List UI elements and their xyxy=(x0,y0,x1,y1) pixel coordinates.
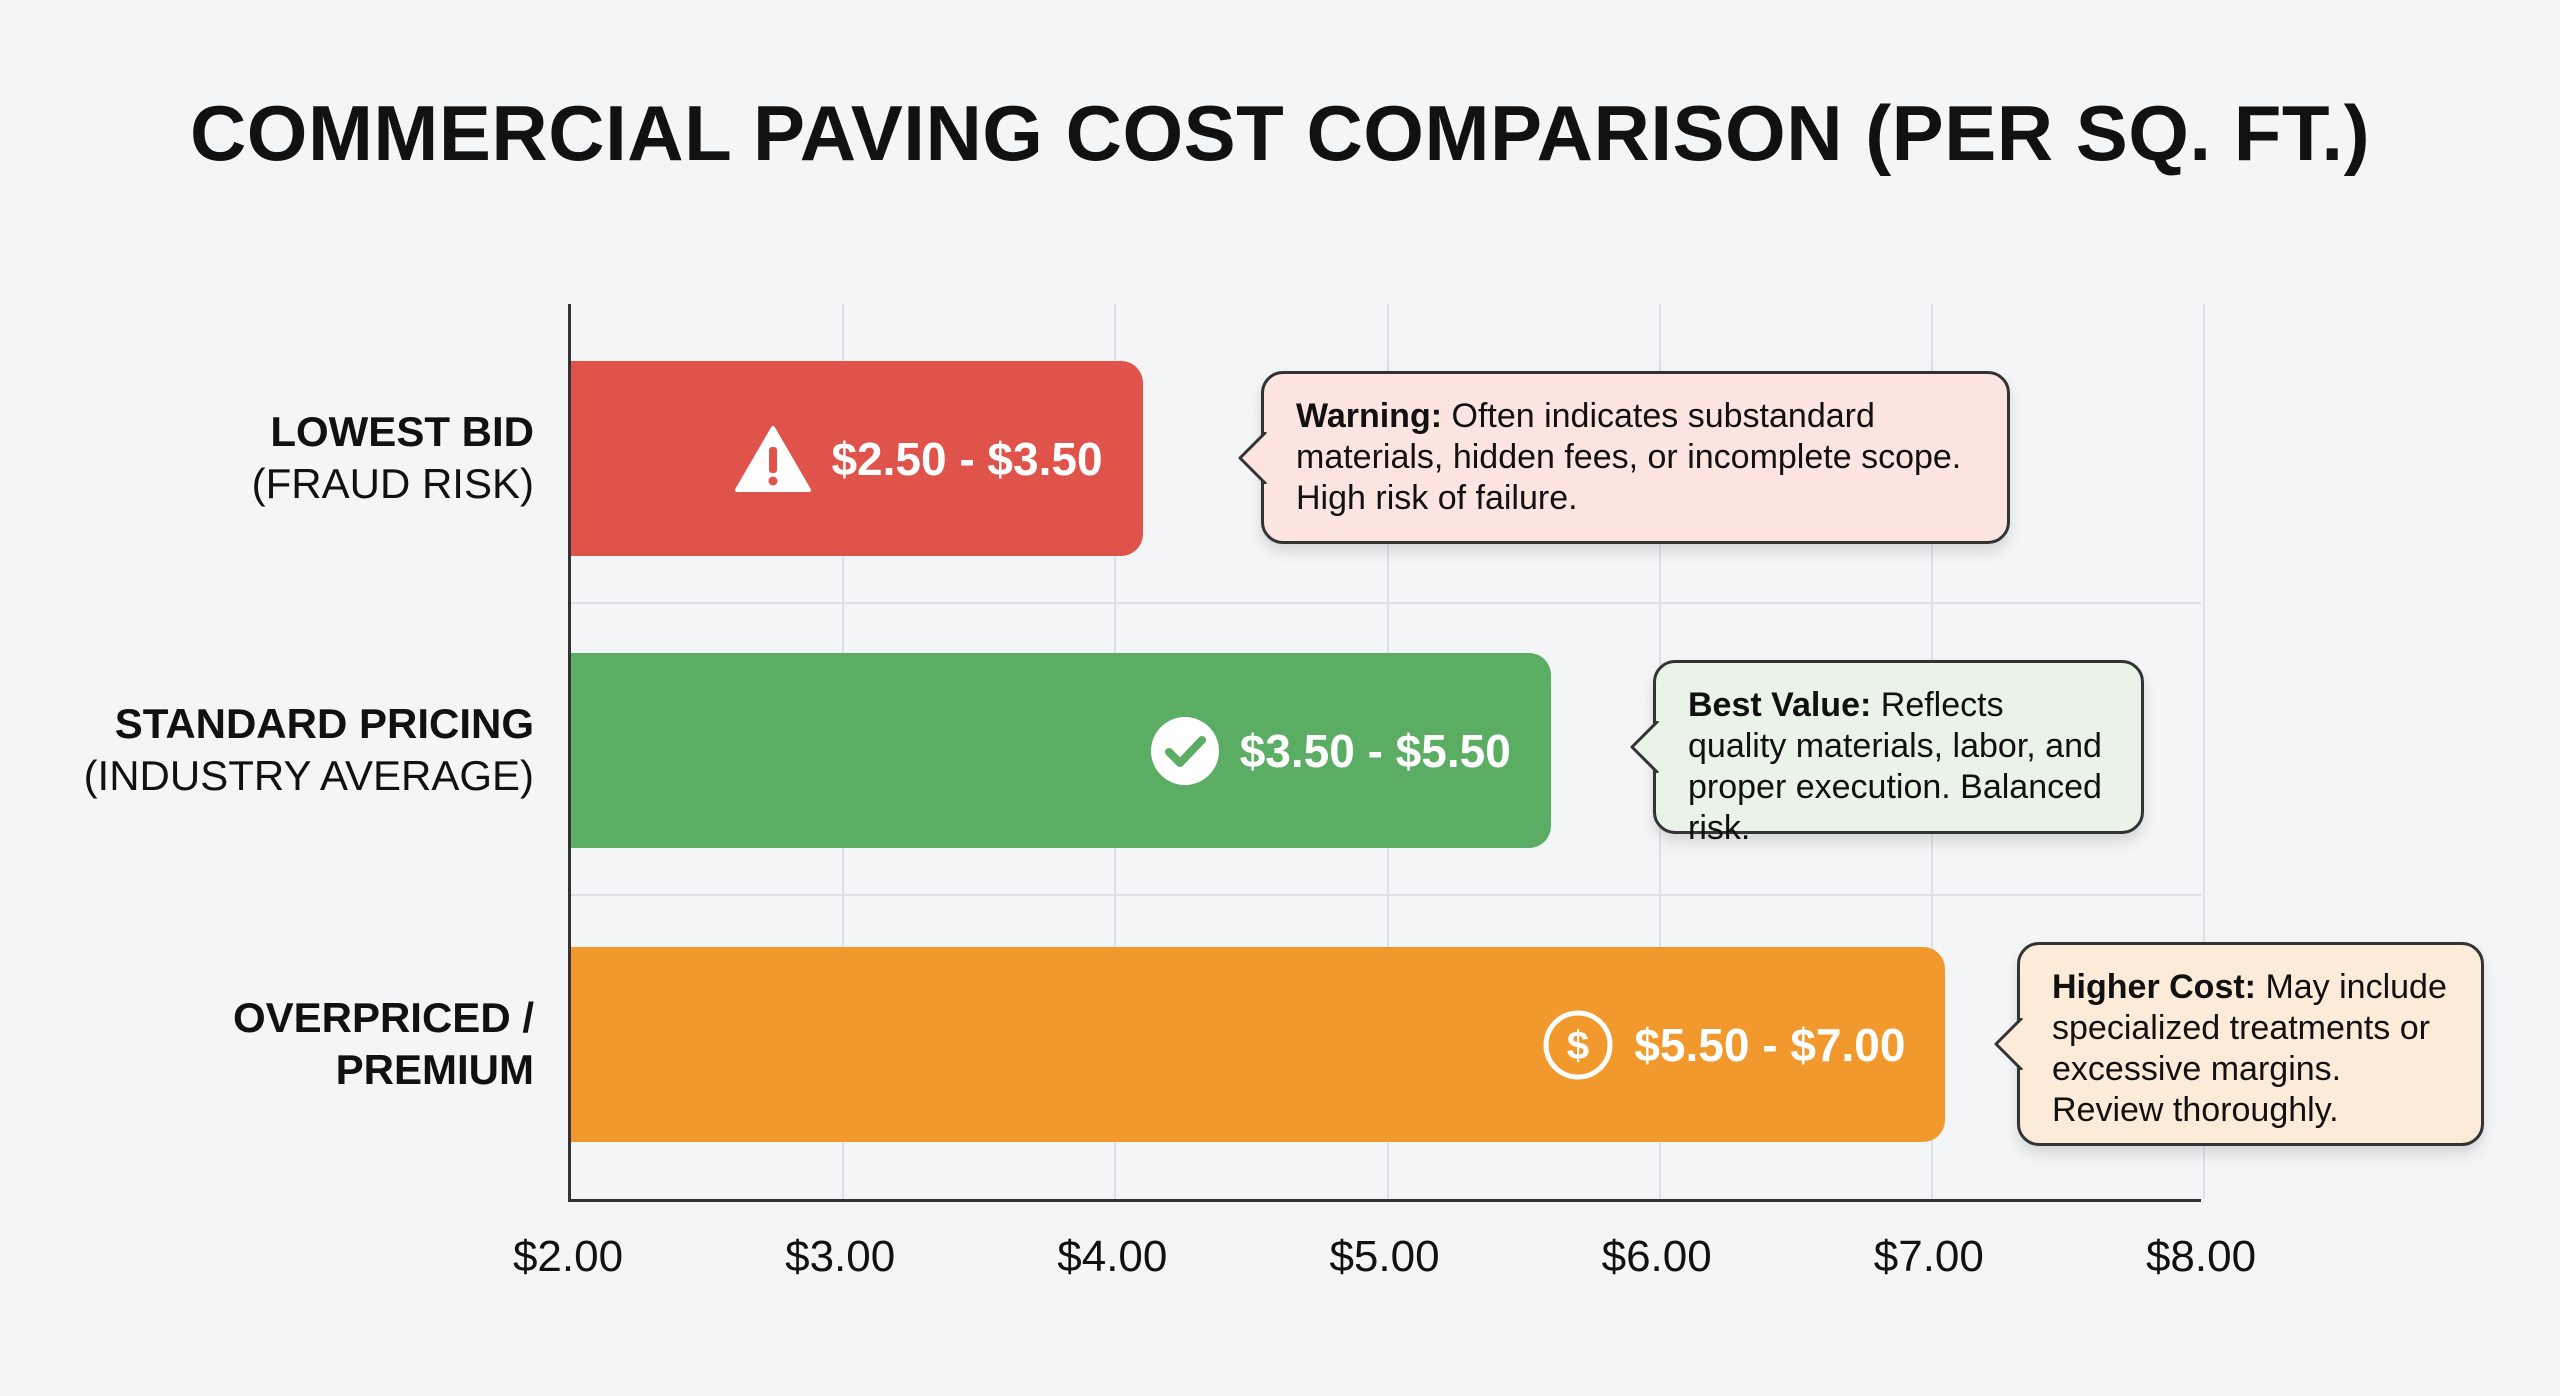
x-tick-label: $6.00 xyxy=(1601,1232,1712,1281)
check-circle-icon xyxy=(1150,716,1240,786)
callout-text: Reflects quality materials, labor, and p… xyxy=(1688,686,2102,847)
callout-text: Often indicates substandard materials, h… xyxy=(1296,397,1962,517)
category-label-primary: STANDARD PRICING xyxy=(114,700,534,747)
category-label: LOWEST BID (FRAUD RISK) xyxy=(252,406,534,510)
chart-title: COMMERCIAL PAVING COST COMPARISON (PER S… xyxy=(189,89,2371,177)
plot-area: $2.50 - $3.50 $3.50 - $5.50 $ $5.50 - $7.00 xyxy=(568,304,2205,1202)
category-label-secondary: (INDUSTRY AVERAGE) xyxy=(83,752,534,799)
gridline-horizontal xyxy=(571,602,2201,604)
bar-value-label: $3.50 - $5.50 xyxy=(1239,724,1511,777)
callout-2: Best Value: Reflects quality materials, … xyxy=(1630,660,2144,847)
category-label: OVERPRICED / PREMIUM xyxy=(233,992,534,1096)
gridline-horizontal xyxy=(571,894,2201,896)
bar-1[interactable]: $2.50 - $3.50 xyxy=(571,361,1143,556)
warning-triangle-icon xyxy=(735,425,831,493)
callout-heading: Higher Cost: xyxy=(2052,968,2256,1006)
x-tick-label: $8.00 xyxy=(2145,1232,2257,1281)
bar-value-label: $5.50 - $7.00 xyxy=(1634,1018,1906,1071)
category-label: STANDARD PRICING (INDUSTRY AVERAGE) xyxy=(84,698,534,802)
x-tick-label: $4.00 xyxy=(1057,1232,1168,1281)
x-tick-label: $5.00 xyxy=(1329,1232,1440,1281)
x-tick-label: $3.00 xyxy=(785,1232,896,1281)
bar-2[interactable]: $3.50 - $5.50 xyxy=(571,653,1551,848)
svg-text:$: $ xyxy=(1567,1024,1589,1068)
gridline-vertical xyxy=(2203,304,2205,1199)
callout-heading: Best Value: xyxy=(1688,686,1872,724)
bar-value-label: $2.50 - $3.50 xyxy=(831,432,1103,485)
category-label-primary: OVERPRICED / xyxy=(232,994,534,1041)
category-label-secondary: PREMIUM xyxy=(335,1046,534,1093)
callout-text: May include specialized treatments or ex… xyxy=(2052,968,2447,1129)
callout-heading: Warning: xyxy=(1296,397,1443,435)
callout-3: Higher Cost: May include specialized tre… xyxy=(1994,942,2484,1146)
x-tick-label: $2.00 xyxy=(512,1232,624,1281)
bar-3[interactable]: $ $5.50 - $7.00 xyxy=(571,947,1946,1142)
x-tick-label: $7.00 xyxy=(1873,1232,1984,1281)
category-label-primary: LOWEST BID xyxy=(270,408,534,455)
dollar-circle-icon: $ xyxy=(1542,1009,1634,1081)
callout-1: Warning: Often indicates substandard mat… xyxy=(1238,371,2010,544)
category-label-secondary: (FRAUD RISK) xyxy=(251,460,534,507)
